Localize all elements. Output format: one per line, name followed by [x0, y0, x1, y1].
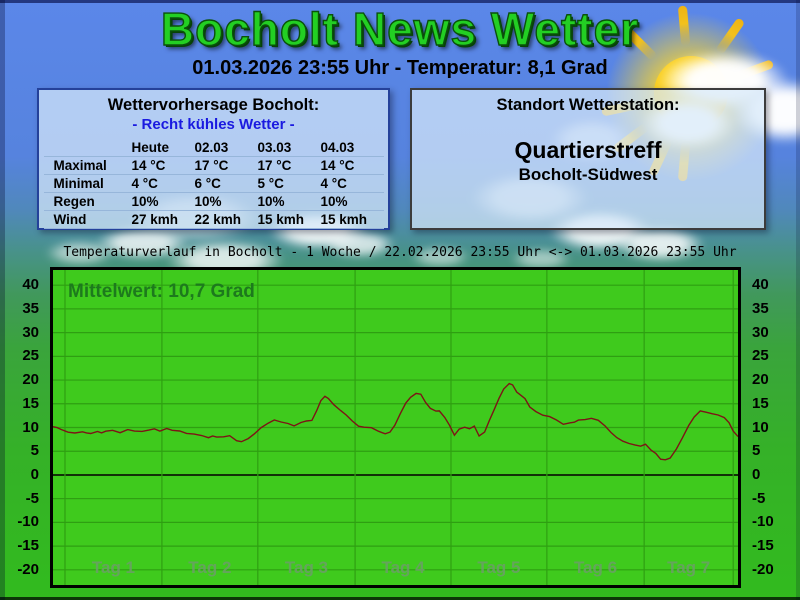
cloud — [510, 248, 572, 270]
station-panel: Standort Wetterstation: Quartierstreff B… — [410, 88, 766, 230]
forecast-cell: 10% — [194, 194, 222, 209]
forecast-row: Minimal 4 °C 6 °C 5 °C 4 °C — [43, 175, 384, 193]
y-tick-label: 20 — [752, 371, 769, 389]
forecast-cell: 17 °C — [257, 158, 292, 173]
forecast-cell: 10% — [320, 194, 348, 209]
forecast-subtitle: - Recht kühles Wetter - — [132, 116, 295, 133]
cloud — [45, 240, 115, 266]
y-tick-label: 5 — [752, 442, 761, 460]
forecast-row-label: Minimal — [53, 176, 104, 191]
y-tick-label: 15 — [22, 394, 39, 412]
chart-title: Temperaturverlauf in Bocholt - 1 Woche /… — [63, 245, 737, 260]
forecast-cell: 27 kmh — [131, 212, 179, 227]
forecast-row: Maximal 14 °C 17 °C 17 °C 14 °C — [43, 157, 384, 175]
forecast-row: Regen 10% 10% 10% 10% — [43, 193, 384, 211]
forecast-col-header: 02.03 — [194, 140, 229, 155]
temperature-chart: Tag 1 Tag 2 Tag 3 Tag 4 Tag 5 Tag 6 Tag 7 Mitte… — [50, 267, 741, 588]
y-tick-label: -15 — [17, 537, 39, 555]
y-tick-label: 0 — [30, 465, 39, 483]
forecast-table: Heute 02.03 03.03 04.03 Maximal 14 °C 17 °C 17… — [43, 139, 384, 229]
y-tick-label: 30 — [22, 323, 39, 341]
forecast-col-header: 04.03 — [320, 140, 355, 155]
day-label: Tag 3 — [285, 558, 328, 577]
y-tick-label: 5 — [30, 442, 39, 460]
y-tick-label: -20 — [752, 560, 774, 578]
forecast-cell: 4 °C — [320, 176, 347, 191]
cloud — [410, 246, 470, 268]
temperature-line — [53, 382, 738, 461]
forecast-cell: 14 °C — [320, 158, 355, 173]
station-location: Bocholt-Südwest — [518, 165, 658, 184]
y-tick-label: -10 — [752, 513, 774, 531]
forecast-row-label: Regen — [53, 194, 95, 209]
forecast-cell: 15 kmh — [320, 212, 368, 227]
day-label: Tag 1 — [92, 558, 135, 577]
y-tick-label: 25 — [22, 347, 39, 365]
forecast-cell: 6 °C — [194, 176, 221, 191]
forecast-cell: 17 °C — [194, 158, 229, 173]
forecast-table-header: Heute 02.03 03.03 04.03 — [43, 139, 384, 157]
cloud — [615, 226, 705, 262]
page-title: Bocholt News Wetter — [160, 2, 640, 55]
forecast-col-header: Heute — [131, 140, 170, 155]
y-tick-label: 35 — [752, 299, 769, 317]
y-tick-label: 40 — [752, 276, 769, 294]
y-tick-label: -5 — [752, 489, 766, 507]
y-tick-label: -5 — [25, 489, 39, 507]
forecast-row: Wind 27 kmh 22 kmh 15 kmh 15 kmh — [43, 211, 384, 229]
temperature-chart-canvas: Tag 1 Tag 2 Tag 3 Tag 4 Tag 5 Tag 6 Tag 7 Mitte… — [53, 270, 738, 585]
y-tick-label: -15 — [752, 537, 774, 555]
y-tick-label: 35 — [22, 299, 39, 317]
y-tick-label: 10 — [22, 418, 39, 436]
forecast-cell: 10% — [257, 194, 285, 209]
forecast-col-header: 03.03 — [257, 140, 292, 155]
y-tick-label: -10 — [17, 513, 39, 531]
day-label: Tag 2 — [188, 558, 231, 577]
day-label: Tag 6 — [574, 558, 617, 577]
y-tick-label: 0 — [752, 465, 761, 483]
page-subtitle: 01.03.2026 23:55 Uhr - Temperatur: 8,1 G… — [192, 57, 608, 79]
forecast-panel: Wettervorhersage Bocholt: - Recht kühles… — [37, 88, 390, 230]
forecast-cell: 22 kmh — [194, 212, 242, 227]
station-title: Standort Wetterstation: — [496, 96, 680, 114]
forecast-row-label: Maximal — [53, 158, 107, 173]
y-tick-label: 20 — [22, 371, 39, 389]
forecast-cell: 5 °C — [257, 176, 284, 191]
forecast-cell: 15 kmh — [257, 212, 305, 227]
y-tick-label: 10 — [752, 418, 769, 436]
forecast-table-body: Maximal 14 °C 17 °C 17 °C 14 °C Minimal 4 °C 6 … — [43, 157, 384, 229]
forecast-title: Wettervorhersage Bocholt: — [107, 96, 320, 114]
cloud — [322, 230, 396, 258]
y-tick-label: 30 — [752, 323, 769, 341]
y-axis-right: 40 35 30 25 20 15 10 5 0 -5 -10 -15 -20 — [747, 270, 797, 585]
y-tick-label: 25 — [752, 347, 769, 365]
day-label: Tag 5 — [477, 558, 520, 577]
forecast-cell: 10% — [131, 194, 159, 209]
y-axis-left: 40 35 30 25 20 15 10 5 0 -5 -10 -15 -20 — [0, 270, 44, 585]
y-tick-label: 15 — [752, 394, 769, 412]
forecast-cell: 14 °C — [131, 158, 166, 173]
day-label: Tag 4 — [381, 558, 425, 577]
day-label: Tag 7 — [667, 558, 710, 577]
forecast-col-header — [44, 139, 132, 157]
mean-annotation: Mittelwert: 10,7 Grad — [68, 281, 255, 302]
y-tick-label: -20 — [17, 560, 39, 578]
forecast-row-label: Wind — [53, 212, 87, 227]
y-tick-label: 40 — [22, 276, 39, 294]
forecast-cell: 4 °C — [131, 176, 158, 191]
station-name: Quartierstreff — [514, 137, 662, 163]
